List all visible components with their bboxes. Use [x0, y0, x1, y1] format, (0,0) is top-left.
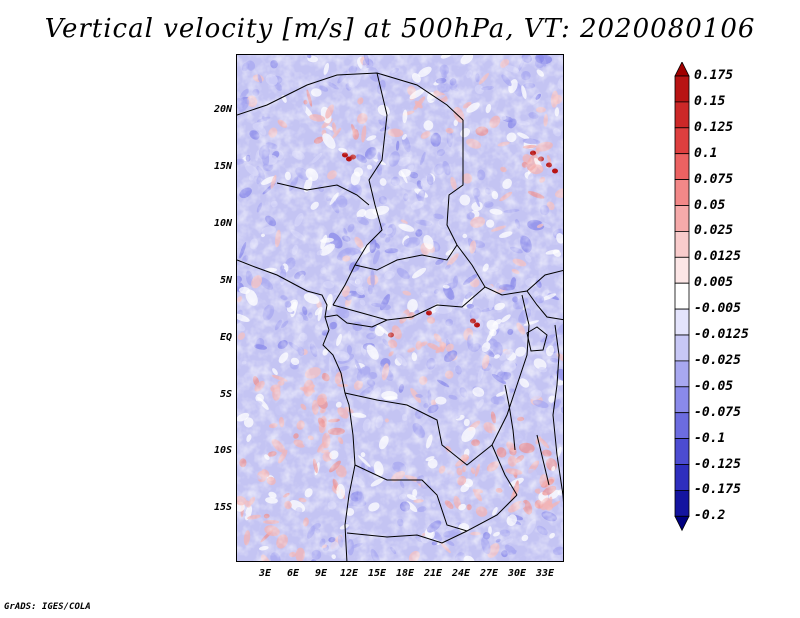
colorbar-tick-label: 0.15 [694, 93, 726, 109]
lon-label-15e: 15E [367, 568, 387, 579]
colorbar-swatch [674, 334, 690, 362]
colorbar-swatch [674, 153, 690, 180]
colorbar-swatch [674, 256, 690, 284]
lon-label-30e: 30E [507, 568, 527, 579]
colorbar-tick-label: -0.125 [694, 456, 741, 472]
colorbar-swatch [674, 179, 690, 206]
colorbar-swatch [674, 464, 690, 491]
colorbar-swatch [674, 127, 690, 155]
border-drc-south [344, 392, 493, 466]
colorbar-swatch [674, 386, 690, 414]
coast-east [552, 324, 563, 503]
colorbar-swatch [674, 205, 690, 232]
lat-label-15s: 15S [213, 502, 232, 513]
lat-label-10n: 10N [213, 218, 232, 229]
border-angola-zambia [354, 464, 518, 532]
colorbar-tick-label: 0.0125 [694, 249, 741, 265]
colorbar-tick-label: 0.1 [694, 145, 718, 161]
border-libya-egypt [446, 120, 563, 296]
border-zambia-south [346, 530, 468, 544]
lon-label-12e: 12E [339, 568, 359, 579]
colorbar-tick-label: 0.025 [694, 223, 734, 239]
colorbar-swatch [674, 230, 690, 258]
border-drc-east [491, 294, 530, 496]
colorbar-tick-label: 0.175 [694, 68, 734, 83]
colorbar-swatch [674, 308, 690, 336]
colorbar-tick-label: -0.1 [694, 430, 726, 446]
lat-label-5n: 5N [219, 275, 232, 286]
lon-label-18e: 18E [395, 568, 415, 579]
colorbar-tick-label: -0.175 [694, 482, 741, 498]
border-east-horn [526, 290, 563, 321]
colorbar-tick-label: -0.025 [694, 352, 741, 368]
colorbar-tick-label: -0.075 [694, 404, 741, 420]
lon-label-3e: 3E [258, 568, 272, 579]
colorbar-tick-label: -0.05 [694, 378, 734, 394]
lat-label-5s: 5S [219, 389, 232, 400]
border-drc-north [332, 286, 486, 321]
lake-victoria [526, 326, 548, 352]
colorbar-swatch [674, 360, 690, 388]
lat-label-20n: 20N [213, 104, 232, 115]
border-nigeria [276, 182, 370, 206]
colorbar-swatch [674, 75, 690, 103]
border-gabon-congo [324, 314, 388, 328]
lon-label-33e: 33E [535, 568, 555, 579]
colorbar-bottom-arrow [674, 515, 690, 532]
colorbar-tick-label: -0.005 [694, 301, 741, 317]
colorbar-tick-label: -0.2 [694, 508, 726, 524]
colorbar-tick-label: 0.05 [694, 197, 726, 213]
colorbar-tick-label: -0.0125 [694, 327, 749, 342]
colorbar-swatch [674, 489, 690, 517]
colorbar-tick-label: 0.005 [694, 275, 734, 291]
lon-label-27e: 27E [479, 568, 499, 579]
lon-label-6e: 6E [286, 568, 300, 579]
lon-label-24e: 24E [451, 568, 471, 579]
footer-credit: GrADS: IGES/COLA [4, 602, 91, 612]
border-chad-niger [332, 72, 388, 306]
velocity-field-map [237, 55, 563, 561]
lat-label-eq: EQ [219, 332, 232, 343]
border-car [354, 244, 458, 271]
colorbar-swatch [674, 101, 690, 129]
lat-label-10s: 10S [213, 445, 232, 456]
colorbar-tick-label: 0.125 [694, 119, 734, 135]
map-panel [236, 54, 564, 562]
colorbar-swatch [674, 412, 690, 440]
colorbar-swatch [674, 438, 690, 465]
lake-malawi [536, 434, 550, 486]
colorbar-tick-label: 0.075 [694, 171, 734, 187]
lat-label-15n: 15N [213, 161, 232, 172]
border-north [237, 72, 464, 121]
lake-tanganyika [504, 384, 516, 451]
map-title: Vertical velocity [m/s] at 500hPa, VT: 2… [44, 14, 756, 44]
colorbar-swatch [674, 282, 690, 310]
lon-label-21e: 21E [423, 568, 443, 579]
colorbar-top-arrow [674, 62, 690, 77]
colorbar [674, 62, 690, 532]
lon-label-9e: 9E [314, 568, 328, 579]
